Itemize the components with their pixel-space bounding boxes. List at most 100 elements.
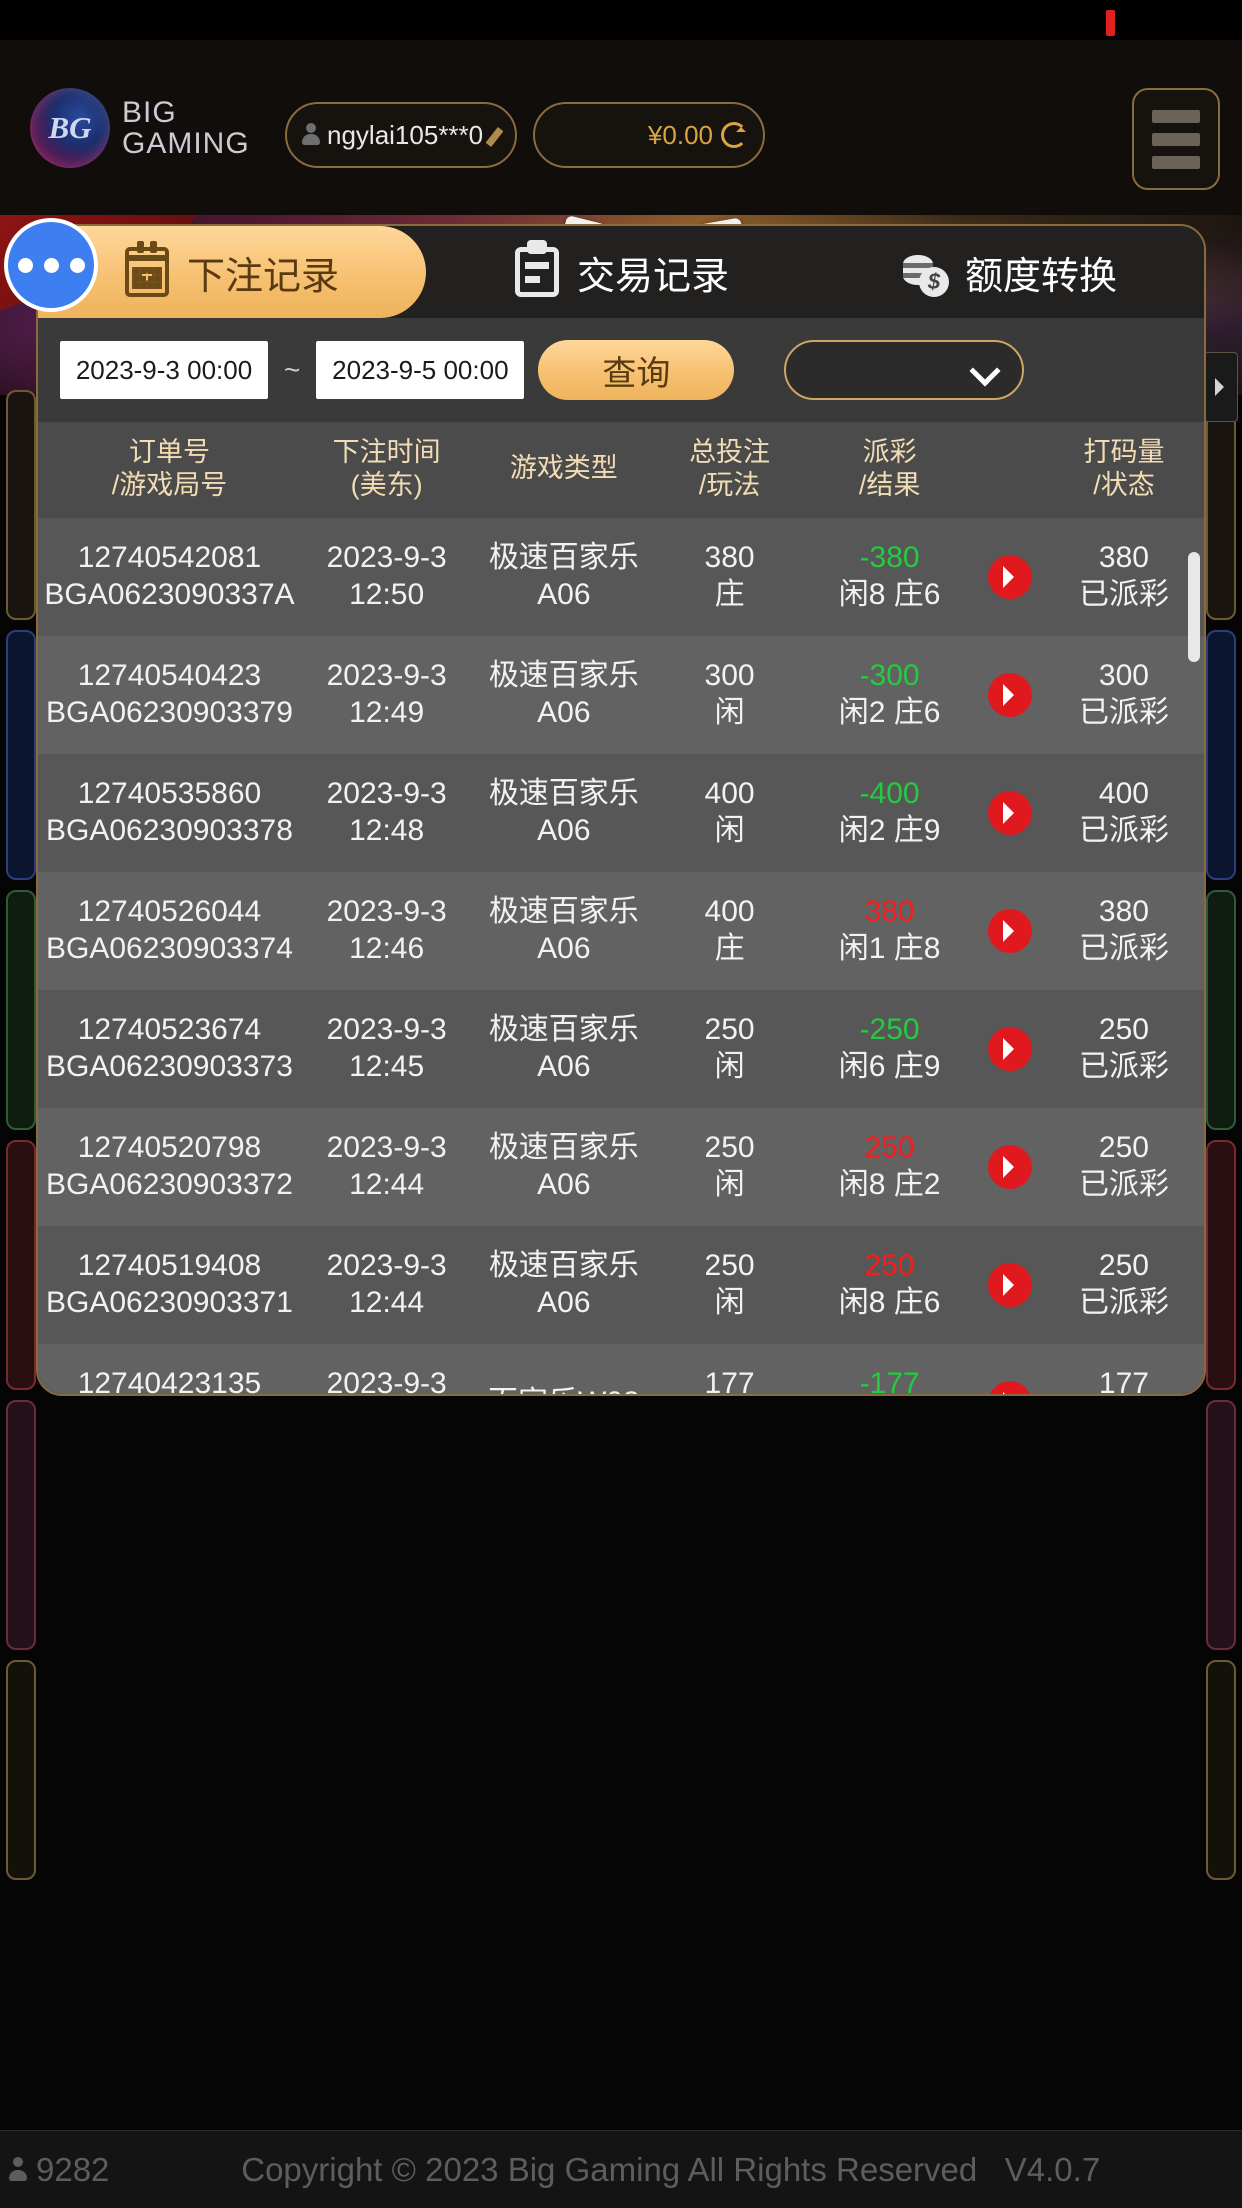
date-to-input[interactable]: 2023-9-5 00:00 (316, 341, 525, 399)
cell-turnover: 380 已派彩 (1078, 895, 1169, 965)
brand-line-2: GAMING (122, 127, 250, 160)
cell-total-bet: 380 庄 (704, 541, 755, 611)
cell-replay[interactable] (975, 636, 1044, 754)
game-tile-left[interactable] (6, 1660, 36, 1880)
cell-replay[interactable] (975, 754, 1044, 872)
col-bet-time: 下注时间 (美东) (300, 422, 473, 518)
game-tile-right[interactable] (1206, 1400, 1236, 1650)
table-row[interactable]: 12740423135BGW032309032C6 2023-9-312:20 百家… (38, 1343, 1204, 1396)
bet-records-table: 订单号 /游戏局号 下注时间 (美东) 游戏类型 总投注 /玩法 (38, 422, 1204, 1396)
tab-credit-transfer[interactable]: $ 额度转换 (816, 226, 1204, 318)
clipboard-icon (514, 240, 559, 297)
table-row[interactable]: 12740535860 BGA06230903378 2023-9-3 12:48 极速… (38, 753, 1204, 872)
query-button[interactable]: 查询 (538, 340, 735, 400)
carousel-next-button[interactable] (1204, 352, 1238, 422)
cell-total-bet: 250 闲 (704, 1013, 755, 1083)
cell-bet-time: 2023-9-3 12:44 (326, 1249, 447, 1319)
brand-line-1: BIG (122, 95, 177, 129)
table-row[interactable]: 12740519408 BGA06230903371 2023-9-3 12:44 极速… (38, 1225, 1204, 1344)
game-tile-right[interactable] (1206, 1660, 1236, 1880)
username-field[interactable]: ngylai105***0 (285, 102, 517, 168)
col-main: 打码量 (1083, 437, 1165, 467)
person-icon (8, 2156, 30, 2183)
tab-bet-records[interactable]: 下注记录 (38, 226, 426, 318)
play-icon[interactable] (987, 554, 1032, 599)
records-table-scroll-area[interactable]: 订单号 /游戏局号 下注时间 (美东) 游戏类型 总投注 /玩法 (38, 422, 1204, 1396)
menu-bar-3 (1152, 155, 1200, 169)
cell-payout: -400 闲2 庄9 (838, 777, 941, 847)
game-tile-right[interactable] (1206, 390, 1236, 620)
cell-replay[interactable] (975, 1344, 1044, 1394)
cell-replay[interactable] (975, 518, 1044, 636)
online-count: 9282 (0, 2151, 109, 2189)
game-tile-left[interactable] (6, 1400, 36, 1650)
cell-turnover: 380 已派彩 (1078, 541, 1169, 611)
col-main: 总投注 (689, 437, 771, 467)
cell-order-id: 12740540423 BGA06230903379 (46, 659, 293, 729)
date-range-separator: ~ (284, 354, 301, 385)
game-tile-right[interactable] (1206, 1140, 1236, 1390)
vertical-scrollbar[interactable] (1188, 552, 1200, 662)
game-tile-left[interactable] (6, 390, 36, 620)
col-turnover: 打码量 /状态 (1043, 422, 1204, 518)
cell-game-type: 极速百家乐 A06 (488, 777, 639, 847)
cell-total-bet: 400 庄 (704, 895, 755, 965)
more-options-fab[interactable] (4, 218, 98, 312)
app-footer: 9282 Copyright © 2023 Big Gaming All Rig… (0, 2130, 1242, 2208)
balance-field[interactable]: ¥0.00 (533, 102, 765, 168)
play-icon[interactable] (987, 672, 1032, 717)
cell-payout: 250 闲8 庄2 (838, 1131, 941, 1201)
col-sub: /状态 (1093, 469, 1155, 500)
cell-total-bet: 250 闲 (704, 1249, 755, 1319)
cell-replay[interactable] (975, 872, 1044, 990)
col-main: 订单号 (128, 437, 210, 467)
game-tile-left[interactable] (6, 1140, 36, 1390)
cell-game-type: 百家乐W03 (472, 1344, 655, 1394)
play-icon[interactable] (987, 908, 1032, 953)
game-tile-left[interactable] (6, 890, 36, 1130)
username-label: ngylai105***0 (327, 119, 484, 150)
cell-payout: 380 闲1 庄8 (838, 895, 941, 965)
cell-replay[interactable] (975, 1108, 1044, 1226)
cell-total-bet: 177庄 (704, 1367, 755, 1396)
table-row[interactable]: 12740520798 BGA06230903372 2023-9-3 12:44 极速… (38, 1107, 1204, 1226)
play-icon[interactable] (987, 1026, 1032, 1071)
table-row[interactable]: 12740540423 BGA06230903379 2023-9-3 12:49 极速… (38, 635, 1204, 754)
cell-game-type: 极速百家乐 A06 (488, 659, 639, 729)
cell-replay[interactable] (975, 990, 1044, 1108)
pencil-icon[interactable] (489, 124, 511, 146)
cell-bet-time: 2023-9-3 12:45 (326, 1013, 447, 1083)
cell-turnover: 177已派彩 (1098, 1367, 1149, 1396)
play-icon[interactable] (987, 1144, 1032, 1189)
table-header: 订单号 /游戏局号 下注时间 (美东) 游戏类型 总投注 /玩法 (38, 422, 1204, 518)
person-icon (301, 123, 321, 147)
game-tile-left[interactable] (6, 630, 36, 880)
cell-game-type: 极速百家乐 A06 (488, 1013, 639, 1083)
play-icon[interactable] (987, 1262, 1032, 1307)
col-sub: /玩法 (698, 469, 761, 500)
play-icon[interactable] (987, 790, 1032, 835)
table-row[interactable]: 12740526044 BGA06230903374 2023-9-3 12:46 极速… (38, 871, 1204, 990)
tab-label: 下注记录 (186, 255, 339, 298)
hamburger-menu-button[interactable] (1132, 88, 1220, 190)
cell-bet-time: 2023-9-3 12:46 (326, 895, 447, 965)
bg-logo-icon: BG (30, 88, 110, 168)
play-icon[interactable] (987, 1380, 1032, 1394)
tab-label: 交易记录 (576, 255, 729, 298)
menu-bar-2 (1152, 132, 1200, 146)
cell-game-type: 极速百家乐 A06 (488, 895, 639, 965)
table-row[interactable]: 12740542081 BGA0623090337A 2023-9-3 12:50 极速… (38, 517, 1204, 636)
cell-order-id: 12740526044 BGA06230903374 (46, 895, 293, 965)
brand-name: BIG GAMING (122, 95, 250, 160)
tab-transaction-records[interactable]: 交易记录 (428, 226, 816, 318)
cell-replay[interactable] (975, 1226, 1044, 1344)
game-tile-right[interactable] (1206, 890, 1236, 1130)
table-row[interactable]: 12740523674 BGA06230903373 2023-9-3 12:45 极速… (38, 989, 1204, 1108)
record-type-select[interactable] (784, 340, 1025, 400)
coins-dollar-icon: $ (902, 247, 949, 297)
game-tile-right[interactable] (1206, 630, 1236, 880)
refresh-icon[interactable] (721, 122, 747, 148)
table-header-row: 订单号 /游戏局号 下注时间 (美东) 游戏类型 总投注 /玩法 (38, 422, 1204, 518)
date-from-input[interactable]: 2023-9-3 00:00 (60, 341, 268, 399)
